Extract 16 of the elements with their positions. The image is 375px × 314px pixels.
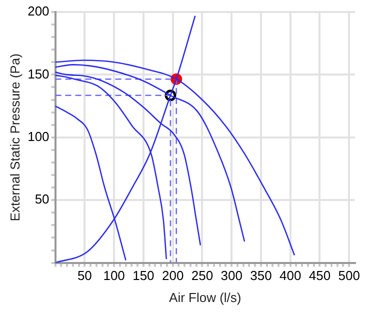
y-axis-title: External Static Pressure (Pa) xyxy=(7,54,22,222)
x-axis-title: Air Flow (l/s) xyxy=(169,290,242,305)
x-tick-label: 150 xyxy=(132,268,154,284)
y-tick-label: 100 xyxy=(28,128,50,144)
y-tick-label: 150 xyxy=(28,66,50,82)
x-tick-label: 450 xyxy=(308,268,331,284)
x-tick-label: 350 xyxy=(250,268,272,284)
x-tick-label: 300 xyxy=(220,268,242,284)
x-tick-label: 250 xyxy=(191,268,214,284)
x-tick-label: 400 xyxy=(280,268,302,284)
x-tick-label: 100 xyxy=(103,268,125,284)
y-tick-label: 50 xyxy=(34,192,50,207)
y-tick-label: 200 xyxy=(28,4,50,19)
x-tick-label: 200 xyxy=(162,268,184,284)
x-tick-label: 500 xyxy=(338,268,360,284)
x-tick-label: 50 xyxy=(77,268,92,284)
